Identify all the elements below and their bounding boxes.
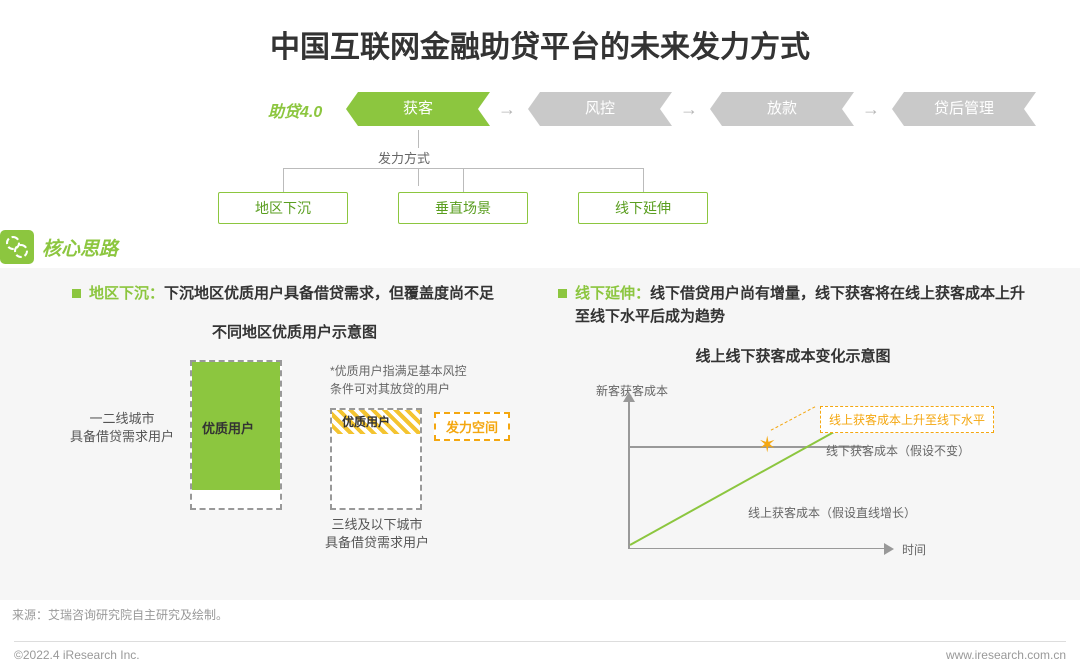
- online-line: [630, 418, 858, 546]
- main-title: 中国互联网金融助贷平台的未来发力方式: [0, 0, 1080, 84]
- bullet-label: 地区下沉：: [89, 285, 164, 302]
- left-chart-title: 不同地区优质用户示意图: [72, 321, 517, 342]
- connector: [418, 130, 419, 148]
- flow-arrow-icon: →: [498, 99, 516, 120]
- y-axis: [628, 398, 630, 548]
- subbox-diqu: 地区下沉: [218, 192, 348, 224]
- copyright: ©2022.4 iResearch Inc.: [14, 648, 140, 662]
- quality-note: *优质用户指满足基本风控 条件可对其放贷的用户: [330, 362, 495, 398]
- source-note: 来源：艾瑞咨询研究院自主研究及绘制。: [12, 606, 228, 623]
- connector: [643, 168, 644, 192]
- connector: [463, 168, 464, 192]
- footer: ©2022.4 iResearch Inc. www.iresearch.com…: [0, 635, 1080, 668]
- stage-huoke: 获客: [358, 92, 478, 126]
- left-column: 地区下沉：下沉地区优质用户具备借贷需求，但覆盖度尚不足 不同地区优质用户示意图 …: [72, 282, 517, 535]
- bar2-label: 优质用户: [342, 413, 390, 430]
- x-axis: [628, 548, 888, 550]
- section-badge: 核心思路: [0, 230, 118, 264]
- offline-label: 线下获客成本（假设不变）: [826, 442, 970, 459]
- sub-title: 发力方式: [378, 148, 430, 167]
- bar1-label: 优质用户: [202, 418, 254, 437]
- right-bullet: 线下延伸：线下借贷用户尚有增量，线下获客将在线上获客成本上升至线下水平后成为趋势: [558, 282, 1028, 329]
- right-column: 线下延伸：线下借贷用户尚有增量，线下获客将在线上获客成本上升至线下水平后成为趋势…: [558, 282, 1028, 574]
- intersection-star-icon: ✶: [758, 432, 776, 458]
- bullet-icon: [558, 289, 567, 298]
- growth-tag: 发力空间: [434, 412, 510, 441]
- online-label: 线上获客成本（假设直线增长）: [748, 504, 916, 521]
- bullet-label: 线下延伸：: [575, 285, 650, 302]
- content-panel: 地区下沉：下沉地区优质用户具备借贷需求，但覆盖度尚不足 不同地区优质用户示意图 …: [0, 268, 1080, 600]
- bar-chart: 一二线城市 具备借贷需求用户 优质用户 *优质用户指满足基本风控 条件可对其放贷…: [72, 360, 517, 535]
- stage-label: 风控: [585, 100, 615, 117]
- connector: [418, 168, 419, 186]
- callout-box: 线上获客成本上升至线下水平: [820, 406, 994, 433]
- subbox-chuizhi: 垂直场景: [398, 192, 528, 224]
- bar2-side-label: 三线及以下城市 具备借贷需求用户: [307, 516, 447, 552]
- x-arrow-icon: [884, 543, 894, 555]
- version-label: 助贷4.0: [268, 98, 322, 122]
- stage-fangkuan: 放款: [722, 92, 842, 126]
- bar1-side-label: 一二线城市 具备借贷需求用户: [62, 410, 182, 446]
- stage-label: 贷后管理: [934, 100, 994, 117]
- projection-line: [771, 406, 816, 430]
- right-chart-title: 线上线下获客成本变化示意图: [558, 345, 1028, 366]
- footer-url: www.iresearch.com.cn: [946, 648, 1066, 662]
- flow-arrow-icon: →: [680, 99, 698, 120]
- bullet-icon: [72, 289, 81, 298]
- stage-flow: 助贷4.0 获客 → 风控 → 放款 → 贷后管理: [0, 92, 1080, 142]
- stage-fengkong: 风控: [540, 92, 660, 126]
- stage-daihouguanli: 贷后管理: [904, 92, 1024, 126]
- stage-label: 获客: [403, 100, 433, 117]
- bullet-text: 下沉地区优质用户具备借贷需求，但覆盖度尚不足: [164, 285, 494, 302]
- flow-arrow-icon: →: [862, 99, 880, 120]
- badge-text: 核心思路: [42, 234, 118, 261]
- line-chart: 新客获客成本 时间 ✶ 线上获客成本上升至线下水平 线下获客成本（假设不变） 线…: [558, 384, 1028, 574]
- connector: [283, 168, 284, 192]
- x-axis-label: 时间: [902, 541, 926, 558]
- dice-icon: [0, 230, 34, 264]
- y-arrow-icon: [623, 392, 635, 402]
- stage-label: 放款: [767, 100, 797, 117]
- subbox-xianxia: 线下延伸: [578, 192, 708, 224]
- left-bullet: 地区下沉：下沉地区优质用户具备借贷需求，但覆盖度尚不足: [72, 282, 517, 305]
